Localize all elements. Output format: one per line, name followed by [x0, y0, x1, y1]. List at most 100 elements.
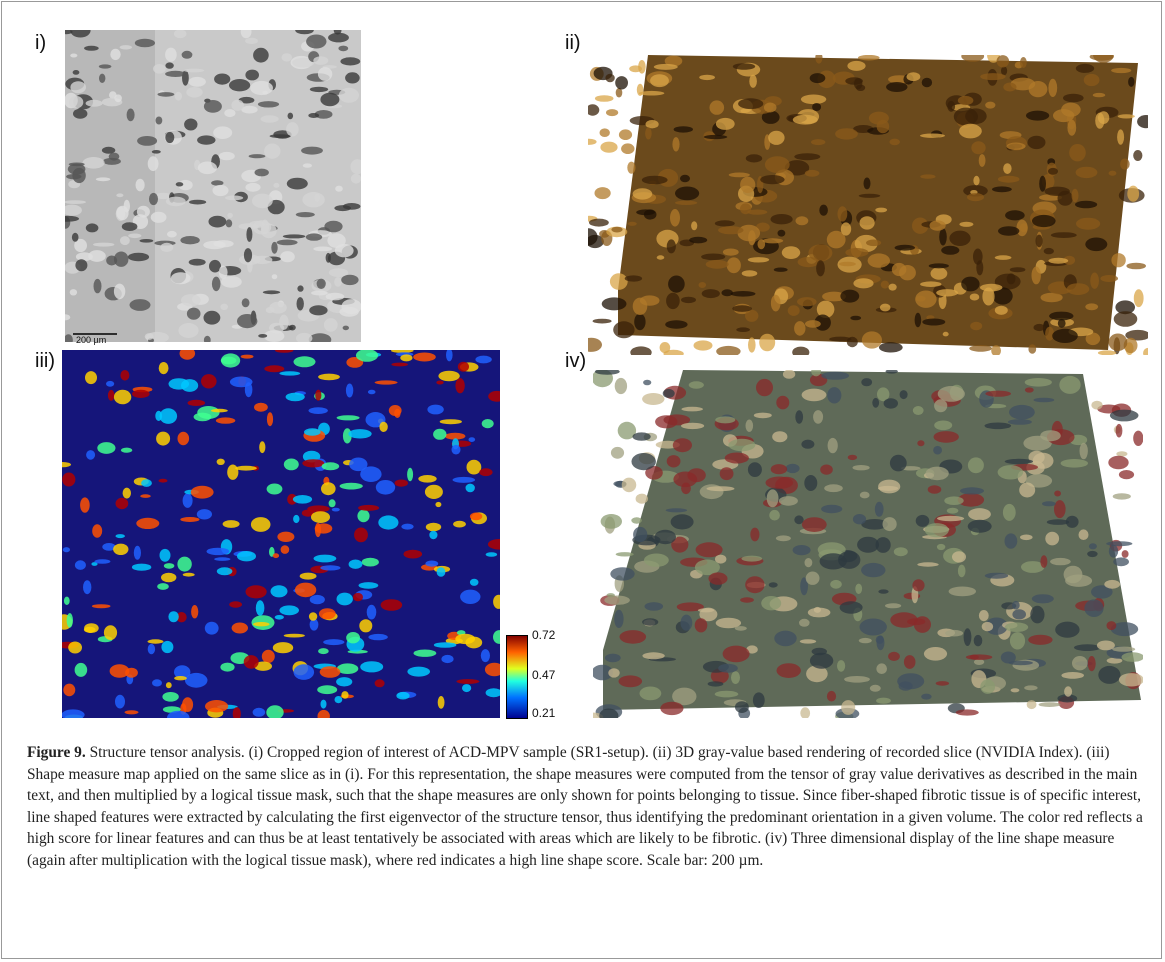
texture — [748, 257, 769, 262]
texture — [189, 77, 206, 87]
texture — [284, 634, 305, 638]
texture — [152, 150, 161, 154]
texture — [116, 193, 123, 197]
texture — [225, 196, 243, 201]
texture — [253, 622, 269, 626]
texture — [938, 386, 965, 402]
texture — [934, 421, 952, 431]
texture — [221, 353, 240, 367]
texture — [72, 233, 79, 242]
texture — [1112, 647, 1135, 652]
texture — [86, 100, 103, 107]
texture — [263, 290, 280, 294]
texture — [1032, 267, 1041, 285]
texture — [194, 413, 212, 422]
texture — [106, 381, 114, 387]
texture — [273, 183, 279, 188]
texture — [876, 663, 887, 674]
texture — [735, 701, 749, 713]
texture — [899, 681, 913, 690]
texture — [462, 684, 471, 692]
texture — [920, 174, 935, 178]
texture — [615, 378, 627, 394]
texture — [1025, 378, 1052, 387]
texture — [630, 346, 651, 355]
texture — [879, 342, 903, 352]
texture — [1088, 656, 1096, 671]
texture — [920, 281, 941, 287]
texture — [151, 212, 167, 223]
texture — [915, 291, 936, 308]
texture — [1093, 93, 1105, 97]
texture — [1058, 319, 1066, 328]
texture — [166, 682, 172, 688]
texture — [279, 371, 300, 375]
texture — [1030, 606, 1044, 624]
texture — [920, 134, 945, 138]
texture — [699, 282, 707, 288]
texture — [1079, 529, 1089, 540]
texture — [813, 410, 823, 424]
texture — [140, 494, 151, 498]
texture — [339, 88, 359, 103]
texture — [160, 549, 171, 562]
texture — [400, 354, 412, 361]
texture — [1009, 405, 1035, 420]
texture — [904, 655, 916, 669]
texture — [824, 484, 843, 492]
texture — [176, 182, 184, 186]
texture — [1005, 459, 1033, 464]
texture — [157, 583, 169, 590]
texture — [985, 573, 1008, 579]
texture — [1069, 144, 1086, 161]
texture — [308, 113, 319, 118]
texture — [83, 580, 91, 594]
colorbar — [506, 635, 528, 719]
texture — [1098, 350, 1116, 355]
texture — [632, 453, 656, 470]
texture — [204, 311, 221, 325]
texture — [876, 698, 891, 704]
texture — [691, 221, 697, 230]
texture — [701, 254, 725, 261]
texture — [860, 492, 870, 499]
texture — [140, 239, 154, 243]
texture — [619, 675, 643, 687]
texture — [1003, 83, 1016, 92]
texture — [92, 604, 111, 608]
texture — [670, 209, 680, 227]
texture — [797, 297, 817, 306]
texture — [884, 398, 898, 408]
texture — [859, 638, 872, 643]
texture — [779, 496, 798, 506]
texture — [326, 253, 331, 263]
texture — [715, 220, 735, 226]
texture — [158, 92, 175, 97]
texture — [1058, 191, 1073, 206]
texture — [645, 602, 664, 611]
texture — [974, 635, 983, 646]
texture — [317, 279, 326, 289]
texture — [217, 567, 233, 575]
texture — [949, 231, 970, 246]
texture — [130, 299, 151, 311]
texture — [221, 276, 242, 288]
texture — [958, 96, 974, 105]
texture — [655, 530, 676, 544]
texture — [213, 126, 232, 139]
texture — [805, 320, 821, 328]
texture — [917, 562, 938, 566]
texture — [407, 667, 430, 677]
texture — [334, 205, 351, 211]
texture — [125, 710, 139, 714]
texture — [883, 517, 897, 531]
scale-bar-label: 200 µm — [76, 335, 106, 345]
texture — [165, 62, 173, 68]
texture — [715, 691, 739, 698]
texture — [467, 460, 482, 475]
texture — [108, 390, 115, 401]
texture — [242, 298, 250, 307]
texture — [937, 544, 945, 550]
texture — [650, 74, 669, 87]
texture — [229, 601, 242, 607]
